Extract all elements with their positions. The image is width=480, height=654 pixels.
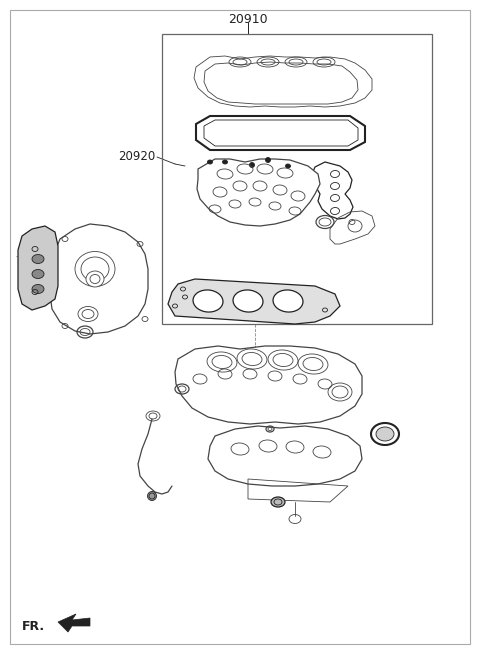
Ellipse shape <box>233 290 263 312</box>
Ellipse shape <box>223 160 228 164</box>
Ellipse shape <box>376 427 394 441</box>
Polygon shape <box>197 159 320 226</box>
Polygon shape <box>208 426 362 486</box>
Ellipse shape <box>265 158 271 162</box>
Text: 20910: 20910 <box>228 13 268 26</box>
Ellipse shape <box>273 290 303 312</box>
Polygon shape <box>50 224 148 334</box>
Ellipse shape <box>271 497 285 507</box>
Polygon shape <box>168 279 340 324</box>
Ellipse shape <box>32 269 44 279</box>
Bar <box>162 34 432 324</box>
Ellipse shape <box>286 164 290 168</box>
Polygon shape <box>18 226 58 310</box>
Ellipse shape <box>32 284 44 294</box>
Polygon shape <box>175 346 362 424</box>
Text: 20920: 20920 <box>118 150 155 164</box>
Ellipse shape <box>207 160 213 164</box>
Polygon shape <box>58 614 90 632</box>
Ellipse shape <box>147 492 156 500</box>
Ellipse shape <box>193 290 223 312</box>
Ellipse shape <box>86 271 104 287</box>
Ellipse shape <box>250 162 254 167</box>
Ellipse shape <box>32 254 44 264</box>
Text: FR.: FR. <box>22 619 45 632</box>
